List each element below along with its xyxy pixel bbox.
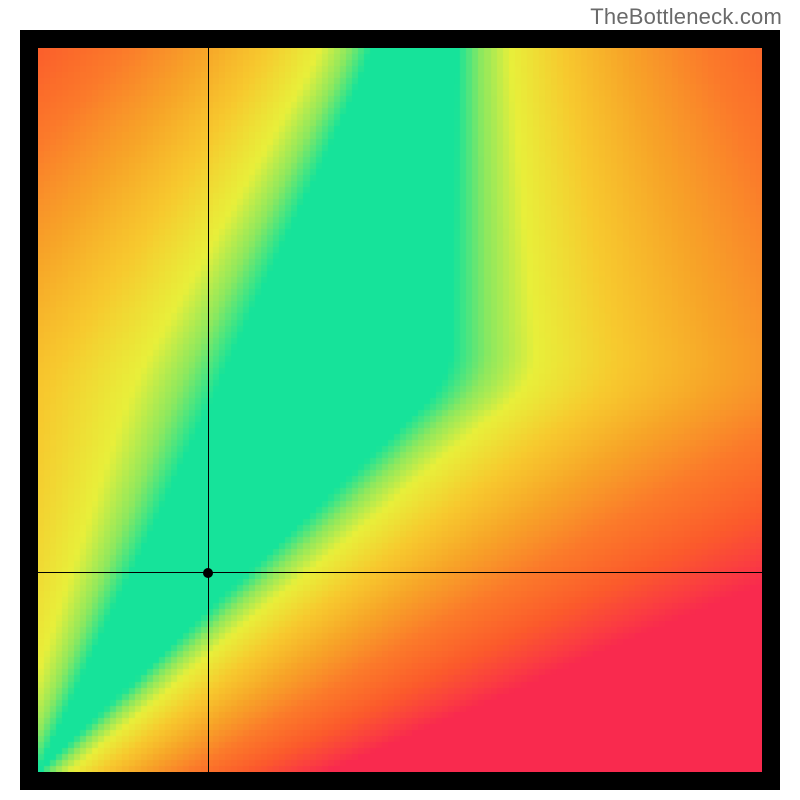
crosshair-horizontal-line: [38, 572, 762, 573]
heatmap-canvas: [38, 48, 762, 772]
crosshair-vertical-line: [208, 48, 209, 772]
crosshair-marker-dot: [203, 568, 213, 578]
watermark-text: TheBottleneck.com: [590, 4, 782, 30]
